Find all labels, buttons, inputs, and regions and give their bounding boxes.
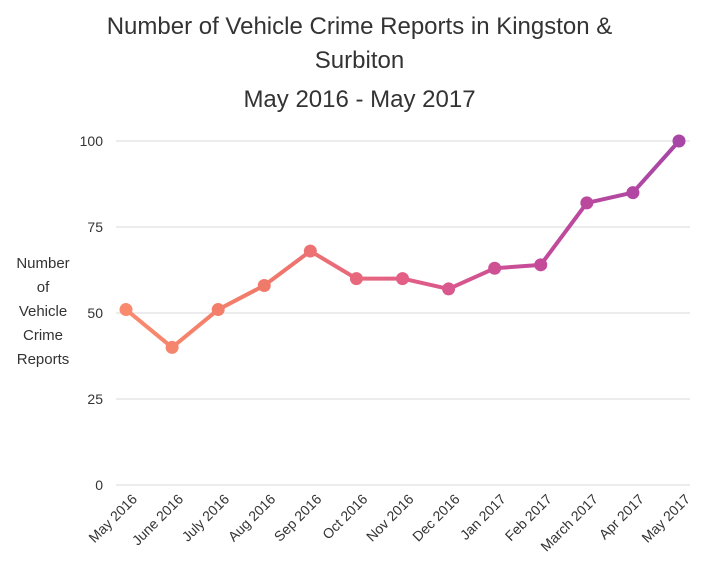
y-tick-label: 0 [95, 477, 103, 493]
x-tick-label: May 2017 [638, 491, 693, 546]
x-tick-label: Dec 2016 [409, 491, 463, 545]
data-point [672, 134, 686, 148]
chart-subtitle: May 2016 - May 2017 [243, 86, 476, 113]
y-axis-label-line: of [36, 279, 50, 296]
y-tick-label: 75 [87, 219, 103, 235]
y-axis-label: Number of Vehicle Crime Reports [4, 252, 82, 372]
gridlines [116, 140, 690, 486]
data-point [626, 186, 640, 200]
data-point [211, 303, 225, 317]
data-point [442, 282, 456, 296]
y-axis-label-line: Crime [23, 327, 63, 344]
y-tick-label: 100 [80, 133, 104, 149]
data-point [534, 258, 548, 272]
data-point [165, 340, 179, 354]
data-point [488, 261, 502, 275]
y-axis-ticks: 0 25 50 75 100 [80, 133, 104, 493]
y-axis-label-line: Vehicle [18, 303, 68, 320]
data-point [349, 272, 363, 286]
x-tick-label: Jan 2017 [457, 491, 509, 543]
y-tick-label: 50 [87, 305, 103, 321]
data-point [257, 278, 271, 292]
y-tick-label: 25 [87, 391, 103, 407]
chart-title-line-1: Number of Vehicle Crime Reports in Kings… [106, 13, 613, 40]
x-tick-label: Aug 2016 [225, 491, 279, 545]
data-point [396, 272, 409, 286]
chart-title-line-2: Surbiton [314, 47, 405, 74]
data-point [303, 244, 317, 258]
y-axis-label-line: Reports [16, 351, 70, 368]
series-line [124, 139, 681, 350]
x-tick-label: Nov 2016 [363, 491, 417, 545]
data-point [580, 196, 594, 210]
y-axis-label-line: Number [16, 255, 70, 272]
x-tick-label: July 2016 [179, 491, 233, 545]
data-point [119, 303, 133, 317]
x-tick-label: Sep 2016 [271, 491, 325, 545]
series-group [119, 134, 686, 354]
